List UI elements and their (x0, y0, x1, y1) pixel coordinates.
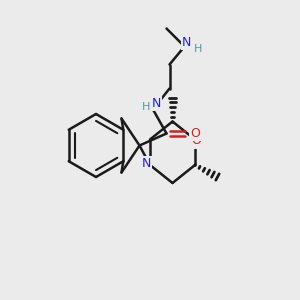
Text: H: H (142, 102, 151, 112)
Text: N: N (142, 157, 151, 170)
Text: O: O (190, 127, 200, 140)
Text: N: N (151, 97, 161, 110)
Text: N: N (182, 36, 192, 50)
Text: H: H (194, 44, 202, 54)
Text: O: O (192, 134, 201, 148)
